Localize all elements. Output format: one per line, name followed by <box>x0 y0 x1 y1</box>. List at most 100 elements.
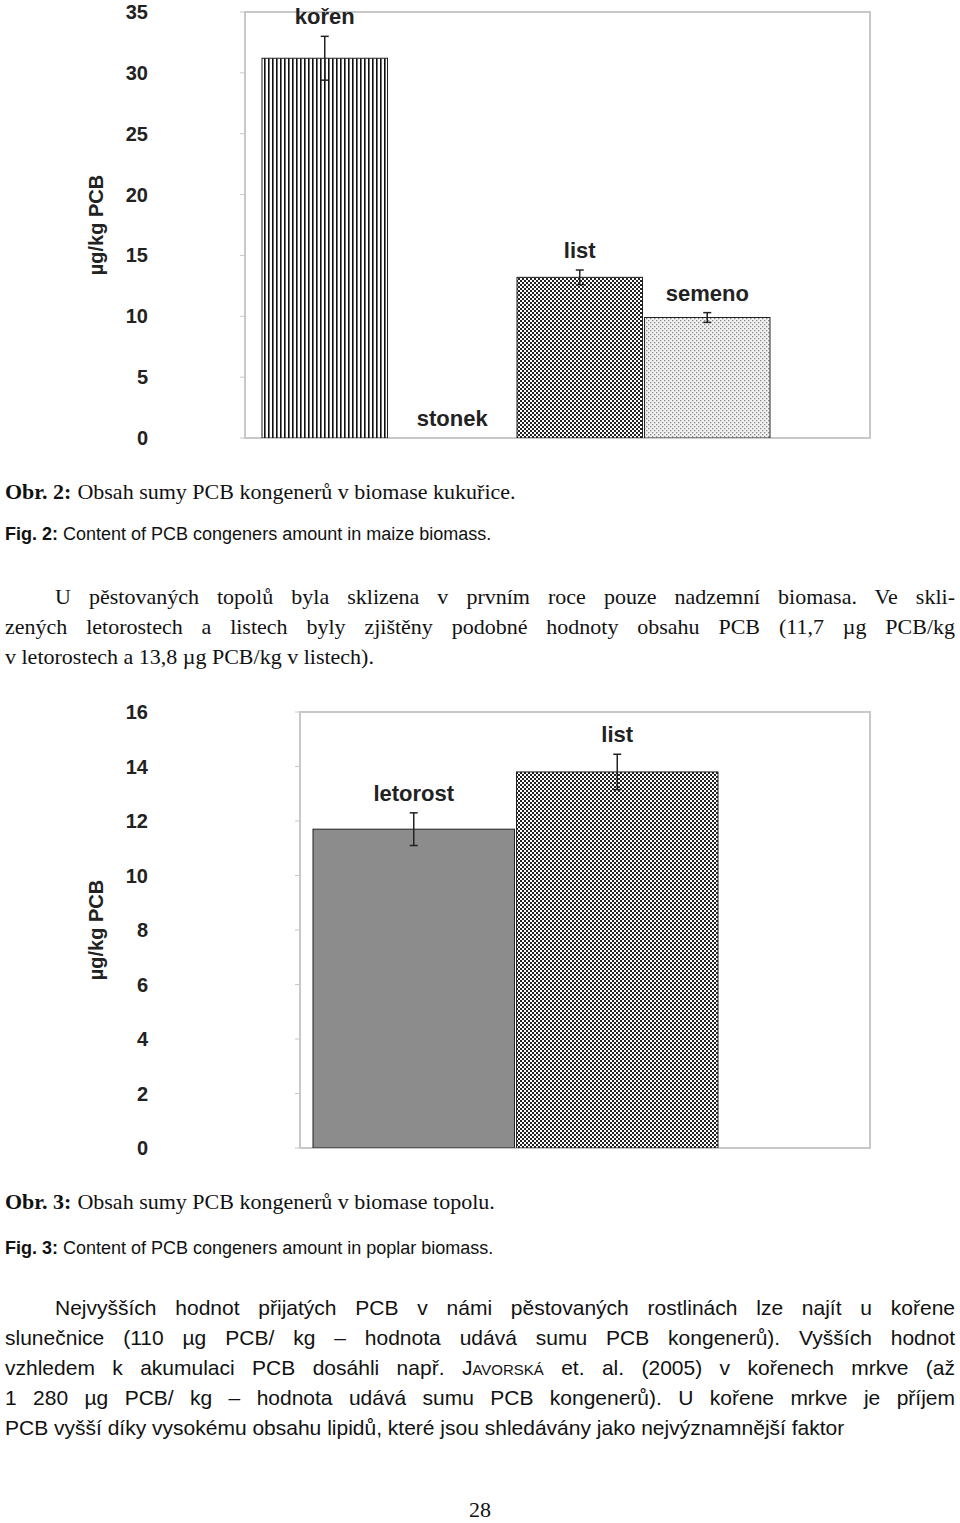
bar-label: stonek <box>417 406 489 431</box>
y-tick <box>240 255 245 256</box>
y-tick-label: 25 <box>126 123 148 145</box>
text: Content of PCB congeners amount in popla… <box>63 1238 493 1258</box>
bar-label: letorost <box>373 781 454 806</box>
y-tick-label: 15 <box>126 244 148 266</box>
bar <box>645 318 771 438</box>
paragraph-line: zených letorostech a listech byly zjiště… <box>5 613 955 641</box>
y-tick <box>295 821 300 822</box>
y-tick <box>295 984 300 985</box>
text: Fig. 3: <box>5 1238 58 1258</box>
caption-cz: Obr. 3:Obsah sumy PCB kongenerů v biomas… <box>5 1188 495 1216</box>
y-tick-label: 14 <box>126 756 149 778</box>
error-bar <box>613 754 621 789</box>
bar <box>313 829 515 1148</box>
text: Obsah sumy PCB kongenerů v biomase kukuř… <box>77 479 515 504</box>
y-tick-label: 30 <box>126 62 148 84</box>
error-cap <box>321 79 329 81</box>
paragraph-line: PCB vyšší díky vysokému obsahu lipidů, k… <box>5 1414 955 1442</box>
y-tick <box>295 766 300 767</box>
y-tick-label: 0 <box>137 1137 148 1159</box>
y-tick-label: 10 <box>126 865 148 887</box>
text: Fig. 2: <box>5 524 58 544</box>
text: Obr. 2: <box>5 479 71 504</box>
text: Javorská <box>462 1356 544 1379</box>
bar-labels: kořenstoneklistsemeno <box>295 4 749 431</box>
error-cap <box>410 845 418 847</box>
paragraph-line: slunečnice (110 µg PCB/ kg – hodnota udá… <box>5 1324 955 1352</box>
y-tick <box>240 133 245 134</box>
y-axis-label: µg/kg PCB <box>85 175 107 275</box>
error-bar <box>703 313 711 323</box>
text: PCB vyšší díky vysokému obsahu lipidů, k… <box>5 1416 844 1439</box>
text: et. al. (2005) v kořenech mrkve (až <box>544 1356 955 1379</box>
error-line <box>707 313 709 323</box>
y-tick-label: 20 <box>126 184 148 206</box>
y-tick <box>295 1039 300 1040</box>
y-tick-label: 12 <box>126 810 148 832</box>
y-tick <box>295 712 300 713</box>
paragraph-line: U pěstovaných topolů byla sklizena v prv… <box>5 583 955 611</box>
y-tick <box>295 875 300 876</box>
text: v letorostech a 13,8 µg PCB/kg v listech… <box>5 644 374 669</box>
y-tick <box>240 12 245 13</box>
paragraph-line: vzhledem k akumulaci PCB dosáhli např. J… <box>5 1354 955 1382</box>
y-tick <box>240 194 245 195</box>
paragraph-line: 1 280 µg PCB/ kg – hodnota udává sumu PC… <box>5 1384 955 1412</box>
error-bar <box>576 270 584 285</box>
y-tick <box>295 1148 300 1149</box>
error-bar <box>321 36 329 80</box>
y-tick <box>240 438 245 439</box>
error-line <box>617 754 619 789</box>
plot-frame <box>300 712 870 1148</box>
bar <box>517 772 719 1148</box>
text: Content of PCB congeners amount in maize… <box>63 524 491 544</box>
bar-label: list <box>601 722 633 747</box>
text: Obr. 3: <box>5 1189 71 1214</box>
error-cap <box>613 753 621 755</box>
text: zených letorostech a listech byly zjiště… <box>5 614 955 639</box>
caption-en: Fig. 2:Content of PCB congeners amount i… <box>5 520 491 548</box>
bar <box>390 438 516 439</box>
y-tick-label: 35 <box>126 1 148 23</box>
y-tick-label: 16 <box>126 701 148 723</box>
error-bar <box>410 813 418 846</box>
bar-labels: letorost list <box>373 722 633 806</box>
y-tick <box>240 377 245 378</box>
error-cap <box>321 36 329 38</box>
bars <box>262 36 770 438</box>
plot-frame <box>245 12 870 438</box>
error-cap <box>576 269 584 271</box>
text: Obsah sumy PCB kongenerů v biomase topol… <box>77 1189 494 1214</box>
y-tick <box>295 930 300 931</box>
y-tick-label: 6 <box>137 974 148 996</box>
y-tick <box>240 316 245 317</box>
y-axis-label: µg/kg PCB <box>85 880 107 980</box>
bar <box>517 277 643 438</box>
y-tick-label: 0 <box>137 427 148 449</box>
paragraph-line: v letorostech a 13,8 µg PCB/kg v listech… <box>5 643 955 671</box>
chart: 05101520253035µg/kg PCBkořenstoneklistse… <box>85 1 870 449</box>
caption-en: Fig. 3:Content of PCB congeners amount i… <box>5 1234 493 1262</box>
caption-cz: Obr. 2:Obsah sumy PCB kongenerů v biomas… <box>5 478 516 506</box>
error-cap <box>410 812 418 814</box>
error-line <box>413 813 415 846</box>
text: Nejvyšších hodnot přijatých PCB v námi p… <box>55 1296 955 1319</box>
error-line <box>324 36 326 80</box>
error-cap <box>576 284 584 286</box>
error-cap <box>703 312 711 314</box>
error-line <box>579 270 581 285</box>
error-cap <box>703 322 711 324</box>
text: 1 280 µg PCB/ kg – hodnota udává sumu PC… <box>5 1386 955 1409</box>
paragraph-line: Nejvyšších hodnot přijatých PCB v námi p… <box>5 1294 955 1322</box>
charts: 05101520253035µg/kg PCBkořenstoneklistse… <box>0 0 960 1523</box>
y-tick-label: 4 <box>137 1028 149 1050</box>
y-tick-label: 10 <box>126 305 148 327</box>
error-cap <box>613 789 621 791</box>
bar-label: kořen <box>295 4 355 29</box>
bars <box>313 754 718 1148</box>
y-tick-label: 5 <box>137 366 148 388</box>
bar-label: list <box>564 238 596 263</box>
y-tick-label: 8 <box>137 919 148 941</box>
bar <box>262 58 388 438</box>
text: U pěstovaných topolů byla sklizena v prv… <box>55 584 955 609</box>
